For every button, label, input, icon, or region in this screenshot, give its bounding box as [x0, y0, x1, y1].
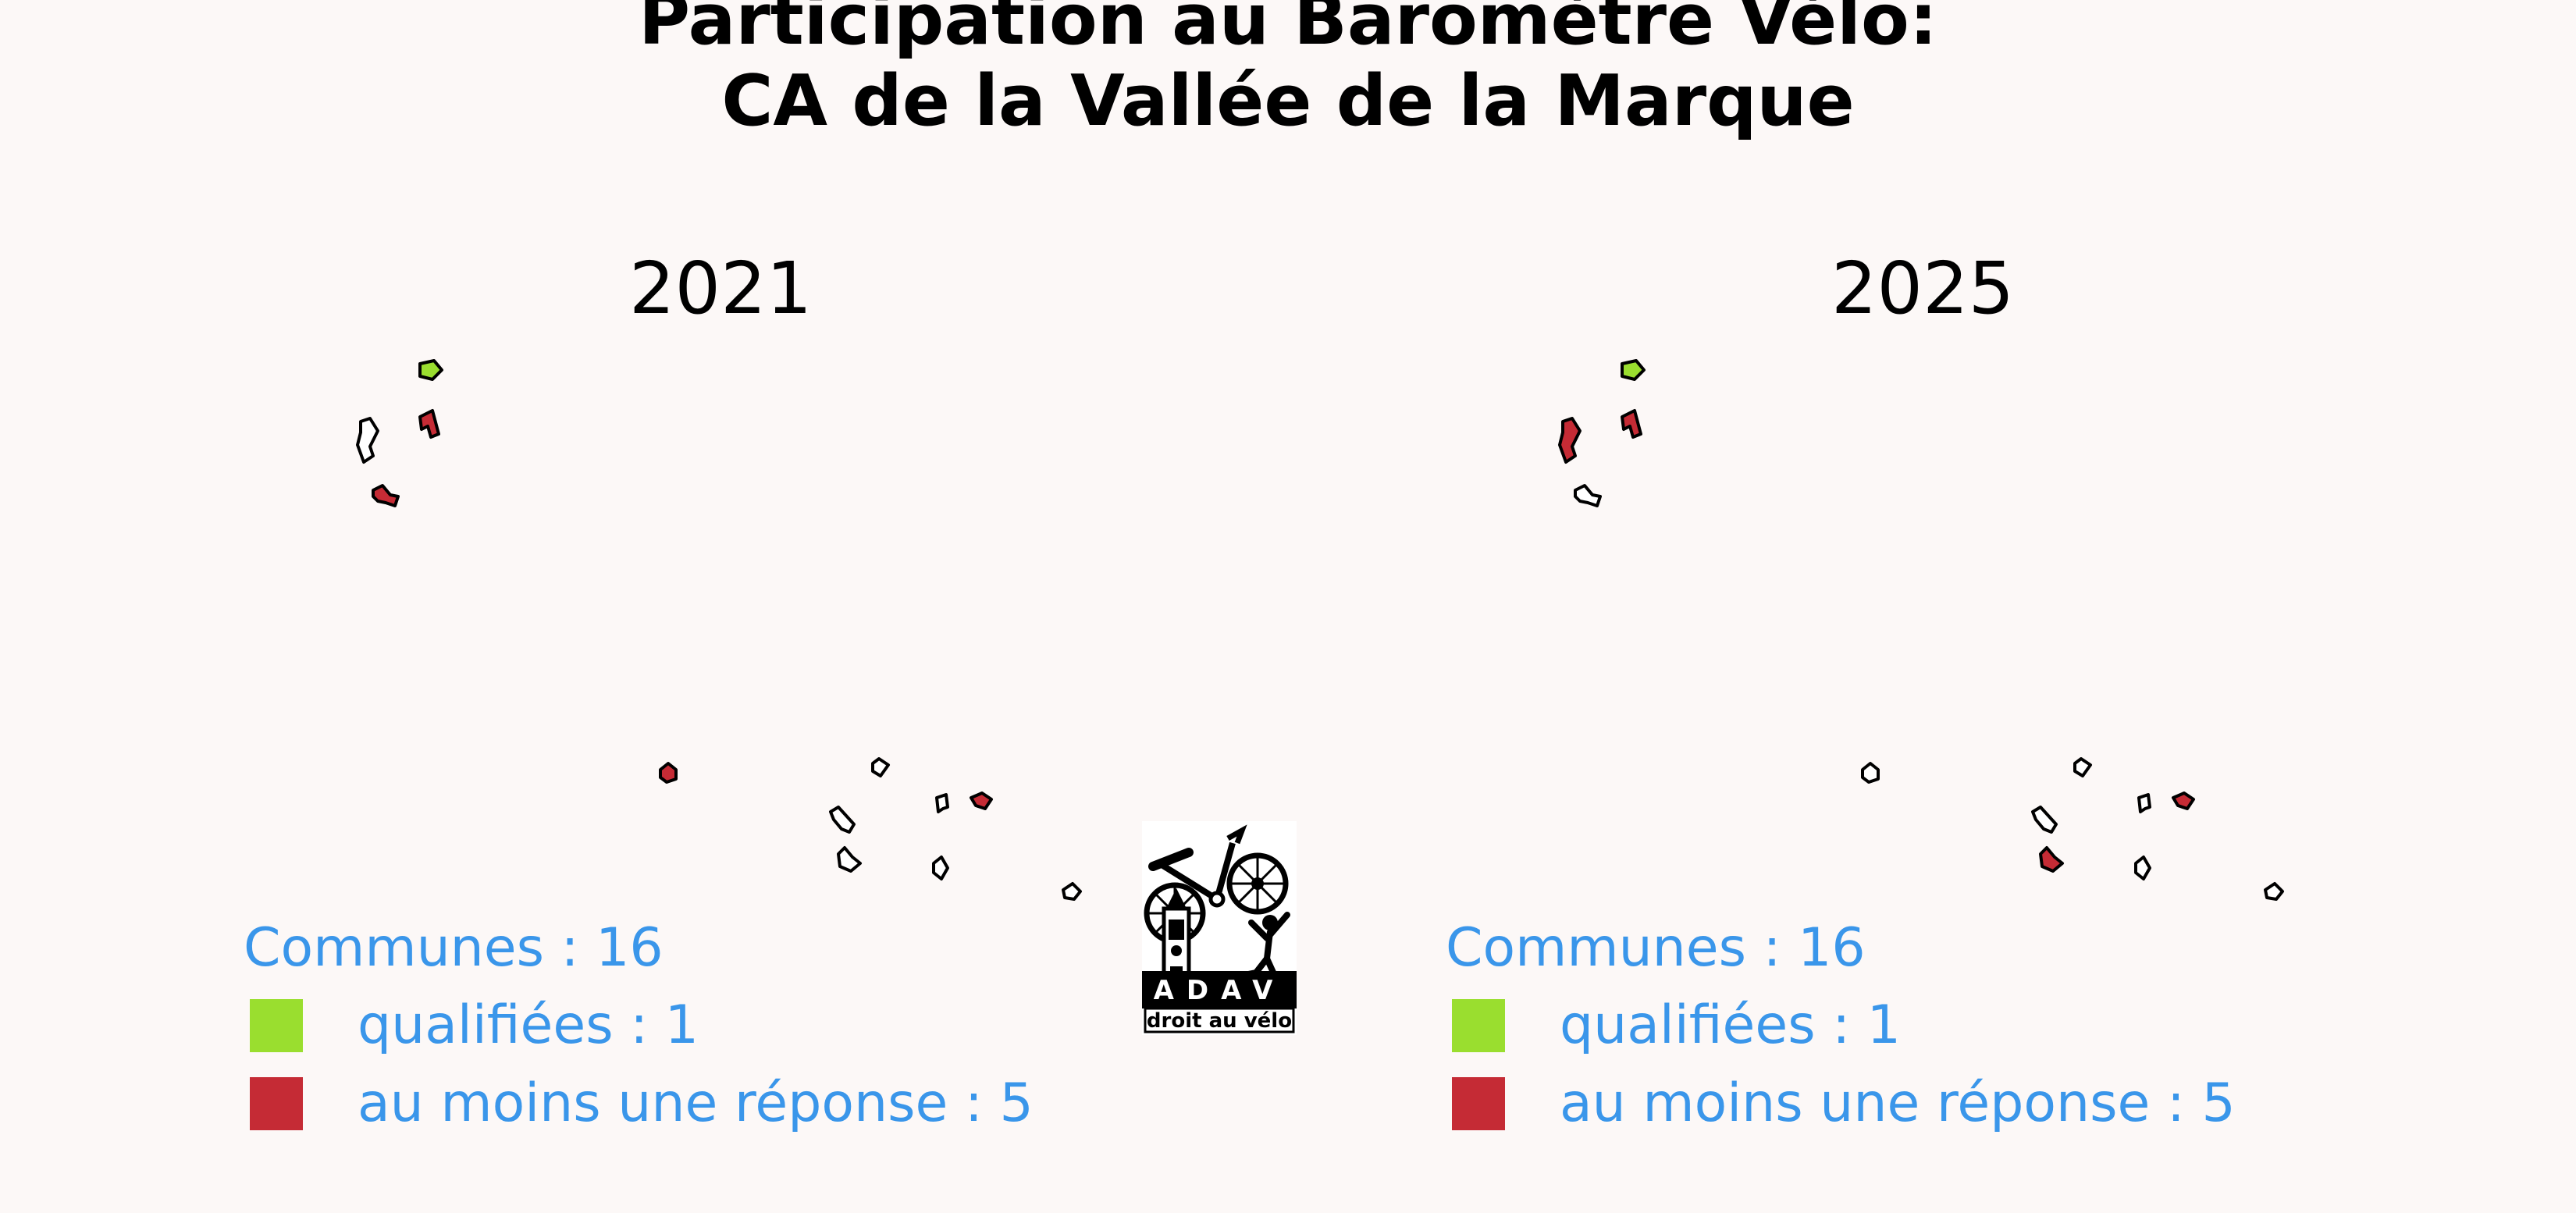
- legend-label-qualified: qualifiées : 1: [358, 994, 699, 1056]
- commune-shape-none: [2134, 856, 2151, 880]
- panel-year-2021: 2021: [629, 247, 813, 330]
- legend-swatch-qualified: [250, 999, 303, 1052]
- logo-tagline: droit au vélo: [1147, 1009, 1292, 1033]
- adav-logo: ADAV droit au vélo: [1142, 821, 1297, 1035]
- commune-shape-responded: [418, 409, 440, 439]
- map-title-line-2: CA de la Vallée de la Marque: [721, 60, 1855, 142]
- legend-label-responded: au moins une réponse : 5: [1560, 1072, 2236, 1134]
- commune-shape-responded: [2039, 846, 2064, 873]
- legend-communes-total: Communes : 16: [1446, 917, 1866, 979]
- commune-map-2021: [0, 336, 1218, 929]
- legend-communes-total: Communes : 16: [244, 917, 664, 979]
- commune-map-2025: [1202, 336, 2420, 929]
- legend-swatch-responded: [1452, 1077, 1505, 1130]
- commune-shape-none: [1062, 882, 1082, 901]
- commune-shape-none: [1861, 762, 1880, 784]
- commune-shape-none: [871, 757, 890, 777]
- commune-shape-none: [935, 793, 949, 813]
- panel-year-2025: 2025: [1831, 247, 2015, 330]
- commune-shape-none: [829, 806, 856, 834]
- legend-label-qualified: qualifiées : 1: [1560, 994, 1902, 1056]
- commune-shape-none: [932, 856, 949, 880]
- commune-shape-qualified: [1621, 359, 1646, 381]
- commune-shape-none: [1574, 484, 1602, 507]
- map-title-line-1: Participation au Baromètre Vélo:: [639, 0, 1937, 61]
- legend-swatch-responded: [250, 1077, 303, 1130]
- legend-label-responded: au moins une réponse : 5: [358, 1072, 1034, 1134]
- logo-acronym: ADAV: [1154, 975, 1286, 1006]
- legend-swatch-qualified: [1452, 999, 1505, 1052]
- commune-shape-responded: [2172, 791, 2195, 810]
- bicycle-belfry-icon: ADAV droit au vélo: [1142, 824, 1297, 1033]
- commune-shape-none: [2137, 793, 2151, 813]
- commune-shape-responded: [1558, 417, 1582, 464]
- commune-shape-qualified: [418, 359, 443, 381]
- commune-shape-none: [356, 417, 379, 464]
- commune-shape-none: [2073, 757, 2092, 777]
- commune-shape-none: [2264, 882, 2284, 901]
- commune-shape-responded: [372, 484, 400, 507]
- commune-shape-none: [837, 846, 862, 873]
- commune-shape-none: [2031, 806, 2058, 834]
- commune-shape-responded: [659, 762, 678, 784]
- commune-shape-responded: [970, 791, 993, 810]
- commune-shape-responded: [1621, 409, 1642, 439]
